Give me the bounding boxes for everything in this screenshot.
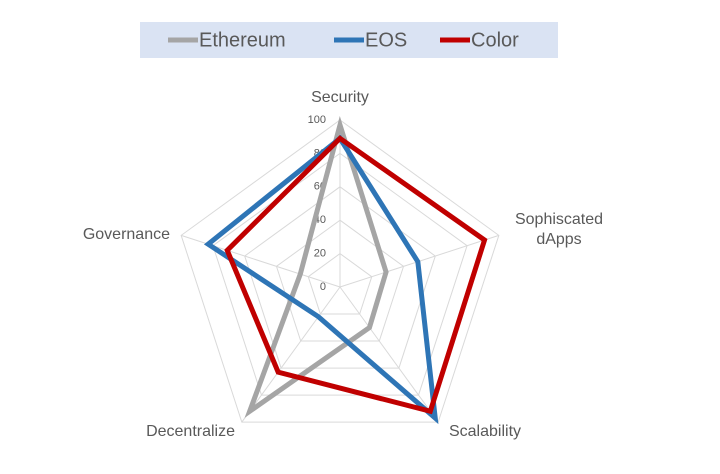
spoke: [241, 286, 341, 423]
grid-ring: [307, 252, 373, 315]
legend-label: EOS: [365, 29, 407, 51]
r-tick-label: 20: [314, 248, 326, 260]
category-label: Sophiscated dApps: [514, 211, 604, 248]
category-label: Decentralize: [146, 423, 235, 440]
category-label: Scalability: [448, 423, 522, 440]
category-label: Governance: [82, 226, 170, 243]
grid-ring: [275, 219, 405, 342]
grid-ring: [180, 119, 500, 423]
spoke: [339, 286, 439, 423]
series-line: [203, 134, 439, 425]
category-label: Security: [311, 89, 369, 106]
legend-label: Ethereum: [199, 29, 286, 51]
r-tick-label: 100: [308, 114, 326, 126]
grid-ring: [244, 186, 436, 369]
series-line: [244, 116, 389, 418]
grid-ring: [212, 152, 468, 396]
series-line: [224, 135, 488, 415]
r-tick-label: 0: [320, 281, 326, 293]
legend-label: Color: [471, 29, 519, 51]
